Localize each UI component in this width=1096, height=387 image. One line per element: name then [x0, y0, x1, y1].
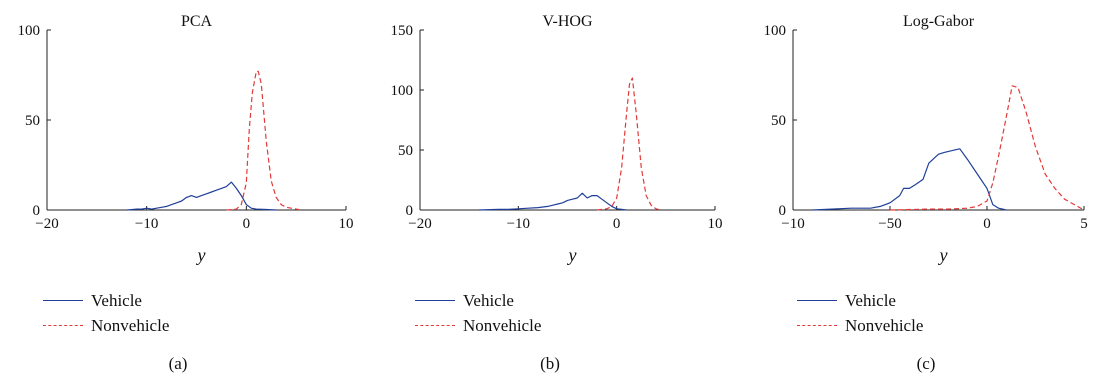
legend-c: Vehicle Nonvehicle	[797, 290, 997, 346]
legend-swatch-nonvehicle	[797, 325, 837, 326]
y-tick-label: 100	[764, 23, 787, 39]
series-line-nonvehicle	[226, 70, 302, 211]
legend-a: Vehicle Nonvehicle	[43, 290, 243, 346]
legend-label-nonvehicle: Nonvehicle	[463, 316, 542, 335]
legend-label-nonvehicle: Nonvehicle	[91, 316, 170, 335]
y-tick-label: 50	[25, 113, 40, 129]
legend-label-vehicle: Vehicle	[463, 291, 514, 310]
legend-swatch-vehicle	[797, 300, 837, 301]
y-tick-label: 0	[33, 203, 41, 219]
series-line-nonvehicle	[596, 77, 662, 211]
legend-label-nonvehicle: Nonvehicle	[845, 316, 924, 335]
x-tick-label: 0	[613, 216, 621, 232]
x-tick-label: 10	[339, 216, 354, 232]
x-tick-label: −10	[135, 216, 158, 232]
y-tick-label: 50	[771, 113, 786, 129]
legend-swatch-vehicle	[43, 300, 83, 301]
x-tick-label: −50	[878, 216, 901, 232]
legend-entry-vehicle: Vehicle	[797, 290, 997, 312]
y-tick-label: 50	[398, 143, 413, 159]
x-tick-label: 0	[983, 216, 991, 232]
legend-entry-nonvehicle: Nonvehicle	[43, 315, 243, 337]
y-tick-label: 100	[18, 23, 41, 39]
x-tick-label: −10	[781, 216, 804, 232]
y-tick-label: 100	[391, 83, 414, 99]
chart-title: V-HOG	[542, 13, 593, 30]
x-tick-label: 10	[708, 216, 723, 232]
legend-swatch-nonvehicle	[415, 325, 455, 326]
x-tick-label: −20	[408, 216, 431, 232]
legend-entry-vehicle: Vehicle	[415, 290, 615, 312]
series-line-vehicle	[478, 192, 627, 211]
x-tick-label: 5	[1080, 216, 1088, 232]
legend-swatch-nonvehicle	[43, 325, 83, 326]
x-tick-label: −10	[507, 216, 530, 232]
y-tick-label: 150	[391, 23, 414, 39]
series-line-nonvehicle	[889, 85, 1085, 211]
x-tick-label: 0	[243, 216, 251, 232]
x-axis-label: y	[567, 245, 577, 265]
x-tick-label: −20	[35, 216, 58, 232]
x-axis-label: y	[196, 245, 206, 265]
legend-entry-nonvehicle: Nonvehicle	[797, 315, 997, 337]
panel-label-a: (a)	[168, 354, 188, 373]
legend-entry-nonvehicle: Nonvehicle	[415, 315, 615, 337]
legend-label-vehicle: Vehicle	[845, 291, 896, 310]
y-tick-label: 0	[406, 203, 414, 219]
x-axis-label: y	[938, 245, 948, 265]
panel-label-c: (c)	[916, 354, 936, 373]
series-line-vehicle	[126, 181, 277, 211]
chart-title: Log-Gabor	[903, 13, 975, 30]
legend-label-vehicle: Vehicle	[91, 291, 142, 310]
chart-title: PCA	[181, 13, 213, 30]
legend-swatch-vehicle	[415, 300, 455, 301]
legend-b: Vehicle Nonvehicle	[415, 290, 615, 346]
panel-label-b: (b)	[540, 354, 560, 373]
series-line-vehicle	[812, 148, 1007, 211]
legend-entry-vehicle: Vehicle	[43, 290, 243, 312]
y-tick-label: 0	[779, 203, 787, 219]
